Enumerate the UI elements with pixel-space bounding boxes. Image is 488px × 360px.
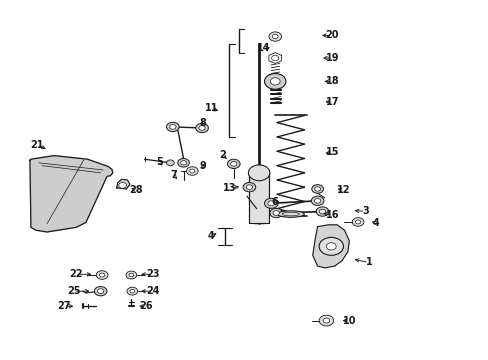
Circle shape	[314, 198, 320, 203]
Text: 20: 20	[325, 31, 338, 40]
Text: 8: 8	[199, 118, 206, 128]
Circle shape	[126, 271, 137, 279]
Text: 1: 1	[365, 257, 371, 267]
Circle shape	[311, 185, 323, 193]
Text: 6: 6	[271, 197, 278, 207]
Polygon shape	[117, 179, 130, 189]
Circle shape	[272, 211, 279, 215]
Circle shape	[99, 273, 104, 277]
Circle shape	[97, 289, 103, 293]
Circle shape	[127, 287, 138, 295]
Text: 3: 3	[361, 206, 368, 216]
Circle shape	[169, 125, 176, 129]
Circle shape	[94, 287, 107, 296]
Text: 22: 22	[69, 269, 83, 279]
Circle shape	[177, 158, 189, 167]
Text: 13: 13	[223, 183, 236, 193]
Circle shape	[129, 273, 134, 277]
Circle shape	[267, 201, 274, 206]
Text: 17: 17	[325, 97, 338, 107]
Circle shape	[166, 160, 174, 166]
Text: 2: 2	[219, 150, 225, 160]
Text: 21: 21	[30, 140, 44, 150]
Circle shape	[243, 183, 255, 192]
Circle shape	[195, 123, 208, 133]
Text: 16: 16	[325, 210, 338, 220]
Circle shape	[180, 161, 186, 165]
Text: 28: 28	[129, 185, 143, 195]
Text: 4: 4	[372, 218, 379, 228]
Circle shape	[199, 126, 205, 130]
Text: 4: 4	[207, 231, 214, 241]
Circle shape	[130, 289, 135, 293]
Circle shape	[270, 78, 280, 85]
Text: 15: 15	[325, 147, 338, 157]
Circle shape	[245, 185, 252, 189]
Polygon shape	[30, 156, 113, 232]
Circle shape	[351, 218, 363, 226]
Text: 5: 5	[156, 157, 162, 167]
Circle shape	[316, 207, 328, 216]
Circle shape	[326, 243, 335, 250]
Ellipse shape	[277, 211, 304, 217]
Circle shape	[264, 198, 278, 208]
Text: 11: 11	[204, 103, 218, 113]
Circle shape	[227, 159, 240, 168]
Circle shape	[264, 73, 285, 89]
Text: 25: 25	[67, 286, 81, 296]
Circle shape	[319, 237, 343, 255]
Text: 18: 18	[325, 76, 338, 86]
Circle shape	[230, 162, 237, 166]
Circle shape	[269, 208, 282, 218]
Circle shape	[355, 220, 360, 224]
Circle shape	[189, 169, 195, 173]
Text: 9: 9	[199, 161, 206, 171]
Circle shape	[319, 209, 325, 214]
Circle shape	[248, 165, 269, 181]
Circle shape	[319, 315, 333, 326]
Circle shape	[323, 318, 329, 323]
Text: 7: 7	[170, 170, 177, 180]
Circle shape	[311, 196, 324, 206]
Text: 23: 23	[146, 269, 159, 279]
Circle shape	[119, 183, 126, 188]
Polygon shape	[312, 225, 348, 268]
Text: 26: 26	[139, 301, 152, 311]
Circle shape	[186, 167, 198, 175]
Text: 14: 14	[257, 44, 270, 53]
Text: 24: 24	[146, 286, 159, 296]
Circle shape	[314, 187, 320, 191]
Circle shape	[272, 35, 278, 39]
Text: 19: 19	[325, 53, 338, 63]
Circle shape	[166, 122, 179, 132]
Text: 10: 10	[342, 316, 355, 325]
Text: 12: 12	[336, 185, 349, 195]
Circle shape	[96, 271, 108, 279]
Circle shape	[268, 32, 281, 41]
Polygon shape	[268, 53, 281, 63]
Bar	[249, 173, 268, 223]
Text: 27: 27	[57, 301, 71, 311]
